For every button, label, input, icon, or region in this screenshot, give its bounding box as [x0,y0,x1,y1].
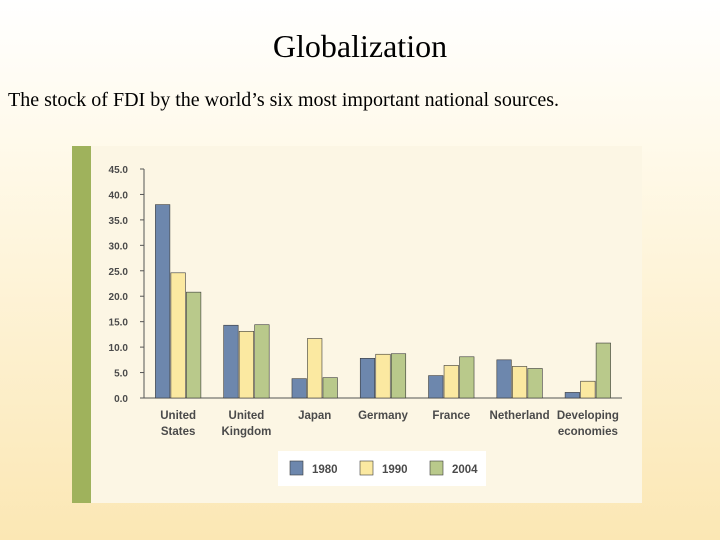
bar [307,338,323,399]
x-tick-label: United [160,410,196,422]
bar [595,342,611,399]
legend-box [278,451,486,486]
slide-title: Globalization [272,28,448,64]
x-tick-label: Japan [298,410,331,422]
bar [459,356,475,399]
x-tick-label: Kingdom [222,426,272,438]
y-tick-label: 20.0 [109,292,129,303]
bar [580,380,596,399]
x-tick-label: Netherland [490,410,550,422]
chart-figure: 0.0 5.0 10.0 15.0 20.0 25.0 30.0 35.0 40.0 45.0 Un… [72,146,642,503]
y-tick-label: 35.0 [109,216,129,227]
bar [428,375,444,399]
bar [291,378,307,399]
legend-label: 2004 [452,464,478,476]
y-tick-label: 40.0 [109,190,129,201]
bar [512,366,528,399]
legend-swatch [359,460,374,476]
figure-side-stripe [72,146,91,503]
y-tick-label: 45.0 [109,165,129,176]
y-tick-label: 10.0 [109,343,129,354]
x-tick-label: economies [558,426,618,438]
bar [322,377,338,399]
slide-subtitle: The stock of FDI by the world’s six most… [8,89,560,111]
y-tick-label: 30.0 [109,241,129,252]
legend-label: 1990 [382,464,408,476]
legend-label: 1980 [312,464,338,476]
bar [170,272,186,399]
bar [375,353,391,399]
fdi-bar-chart: 0.0 5.0 10.0 15.0 20.0 25.0 30.0 35.0 40.0 45.0 Un… [109,165,622,486]
y-tick-label: 15.0 [109,318,129,329]
x-tick-label: France [432,410,470,422]
bar [155,204,171,399]
bar [254,324,270,399]
bar [238,331,254,399]
legend-swatch [289,460,304,476]
bar [527,368,543,399]
legend-swatch [429,460,444,476]
x-tick-label: Germany [358,410,408,422]
bar [443,365,459,399]
x-tick-label: States [161,426,196,438]
y-tick-label: 0.0 [114,394,128,405]
bar [564,392,580,399]
y-tick-label: 5.0 [114,369,128,380]
bar [186,291,202,399]
bar [496,359,512,399]
x-tick-label: United [229,410,265,422]
bar [223,324,239,399]
bar [390,353,407,399]
y-tick-label: 25.0 [109,267,129,278]
bar [359,358,376,399]
x-tick-label: Developing [557,410,619,422]
